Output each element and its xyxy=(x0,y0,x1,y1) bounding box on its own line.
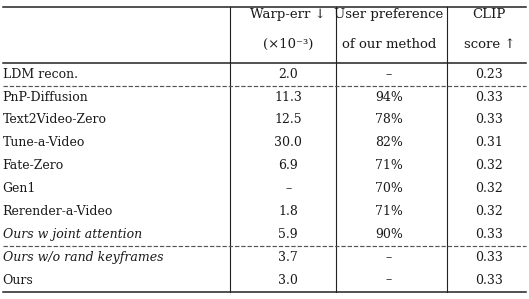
Text: Tune-a-Video: Tune-a-Video xyxy=(3,136,85,149)
Text: 94%: 94% xyxy=(375,91,403,103)
Text: 90%: 90% xyxy=(375,228,403,241)
Text: 11.3: 11.3 xyxy=(275,91,302,103)
Text: 0.33: 0.33 xyxy=(476,114,503,126)
Text: Warp-err ↓: Warp-err ↓ xyxy=(250,8,326,21)
Text: 0.33: 0.33 xyxy=(476,91,503,103)
Text: 3.0: 3.0 xyxy=(278,274,298,286)
Text: Ours w/o rand keyframes: Ours w/o rand keyframes xyxy=(3,251,163,264)
Text: Fate-Zero: Fate-Zero xyxy=(3,159,64,172)
Text: –: – xyxy=(386,274,392,286)
Text: 30.0: 30.0 xyxy=(275,136,302,149)
Text: Ours w joint attention: Ours w joint attention xyxy=(3,228,142,241)
Text: 78%: 78% xyxy=(375,114,403,126)
Text: 0.32: 0.32 xyxy=(476,182,503,195)
Text: –: – xyxy=(386,251,392,264)
Text: User preference: User preference xyxy=(334,8,443,21)
Text: 6.9: 6.9 xyxy=(278,159,298,172)
Text: 12.5: 12.5 xyxy=(275,114,302,126)
Text: 0.32: 0.32 xyxy=(476,159,503,172)
Text: 71%: 71% xyxy=(375,205,403,218)
Text: 71%: 71% xyxy=(375,159,403,172)
Text: –: – xyxy=(285,182,291,195)
Text: score ↑: score ↑ xyxy=(463,38,515,51)
Text: Ours: Ours xyxy=(3,274,33,286)
Text: 0.33: 0.33 xyxy=(476,228,503,241)
Text: 0.32: 0.32 xyxy=(476,205,503,218)
Text: Gen1: Gen1 xyxy=(3,182,36,195)
Text: 0.33: 0.33 xyxy=(476,251,503,264)
Text: of our method: of our method xyxy=(342,38,436,51)
Text: Rerender-a-Video: Rerender-a-Video xyxy=(3,205,113,218)
Text: 0.23: 0.23 xyxy=(476,68,503,81)
Text: Text2Video-Zero: Text2Video-Zero xyxy=(3,114,107,126)
Text: LDM recon.: LDM recon. xyxy=(3,68,78,81)
Text: 0.31: 0.31 xyxy=(476,136,503,149)
Text: 3.7: 3.7 xyxy=(278,251,298,264)
Text: 82%: 82% xyxy=(375,136,403,149)
Text: (×10⁻³): (×10⁻³) xyxy=(263,38,314,51)
Text: 1.8: 1.8 xyxy=(278,205,298,218)
Text: –: – xyxy=(386,68,392,81)
Text: 70%: 70% xyxy=(375,182,403,195)
Text: PnP-Diffusion: PnP-Diffusion xyxy=(3,91,88,103)
Text: 0.33: 0.33 xyxy=(476,274,503,286)
Text: 2.0: 2.0 xyxy=(278,68,298,81)
Text: 5.9: 5.9 xyxy=(278,228,298,241)
Text: CLIP: CLIP xyxy=(472,8,506,21)
